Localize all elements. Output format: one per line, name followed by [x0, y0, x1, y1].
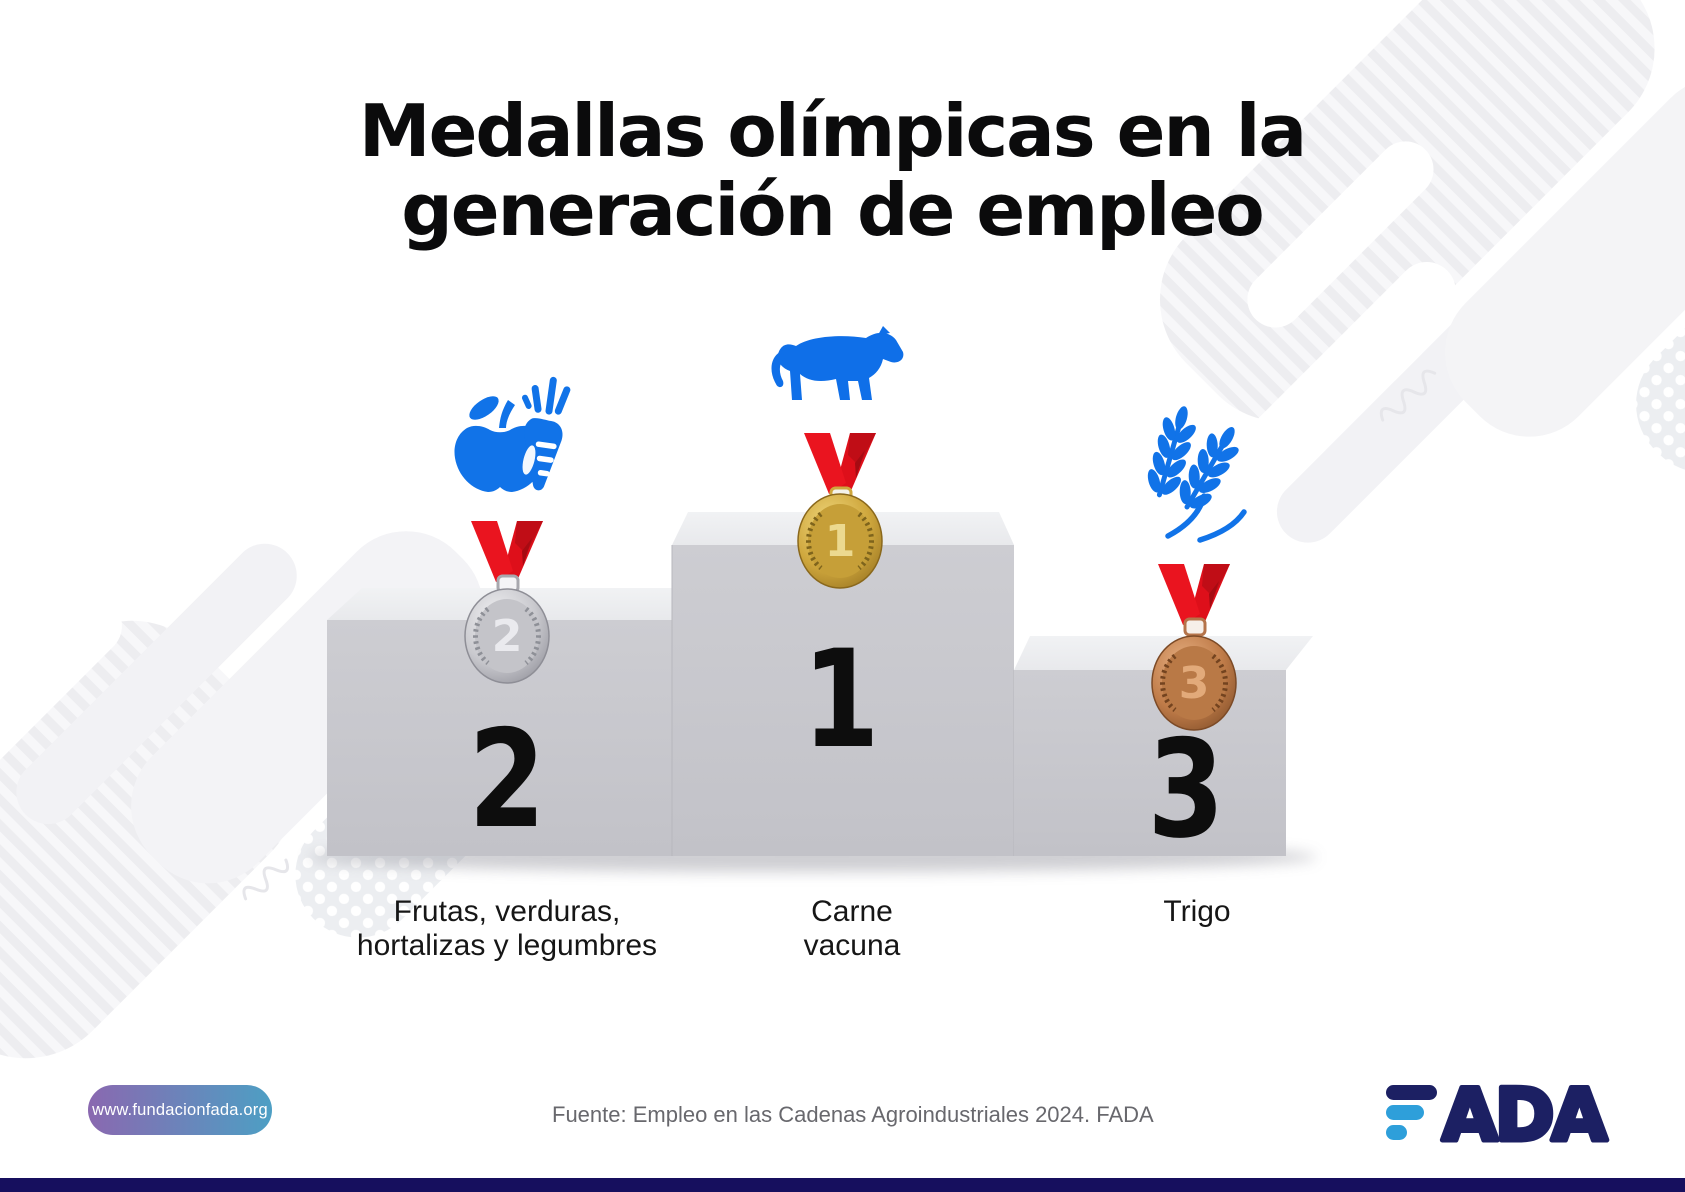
bottom-accent-bar: [0, 1178, 1685, 1192]
page-title: Medallas olímpicas en la generación de e…: [358, 89, 1307, 253]
fada-logo-text: ADA: [1442, 1073, 1607, 1157]
silver-medal: 2: [464, 588, 550, 684]
website-url: www.fundacionfada.org: [92, 1100, 268, 1119]
category-label-third: Trigo: [1163, 895, 1231, 928]
silver-medal-number: 2: [492, 611, 523, 662]
rank-number-1: 1: [802, 621, 880, 778]
rank-number-2: 2: [468, 701, 546, 858]
rank-number-3: 3: [1147, 711, 1225, 868]
podium-block-first: [671, 512, 1015, 856]
page-title-line1: Medallas olímpicas en la: [358, 89, 1307, 173]
cow-icon: [771, 326, 904, 400]
fada-logo: ADA: [1386, 1071, 1613, 1160]
fruits-vegetables-icon: [454, 376, 571, 492]
bronze-medal-ribbon: [1158, 564, 1230, 637]
fada-logo-f-icon: [1386, 1085, 1437, 1140]
source-text: Fuente: Empleo en las Cadenas Agroindust…: [552, 1102, 1154, 1127]
bronze-medal-number: 3: [1179, 658, 1210, 709]
gold-medal-number: 1: [825, 516, 856, 567]
wheat-icon: [1148, 404, 1256, 543]
gold-medal: 1: [797, 493, 883, 589]
page-title-line2: generación de empleo: [401, 168, 1265, 253]
category-label-first: Carne vacuna: [803, 895, 901, 962]
category-label-second: Frutas, verduras, hortalizas y legumbres: [356, 895, 658, 962]
silver-medal-ribbon: [471, 521, 543, 594]
bronze-medal: 3: [1151, 635, 1237, 731]
website-badge: www.fundacionfada.org: [88, 1085, 272, 1135]
